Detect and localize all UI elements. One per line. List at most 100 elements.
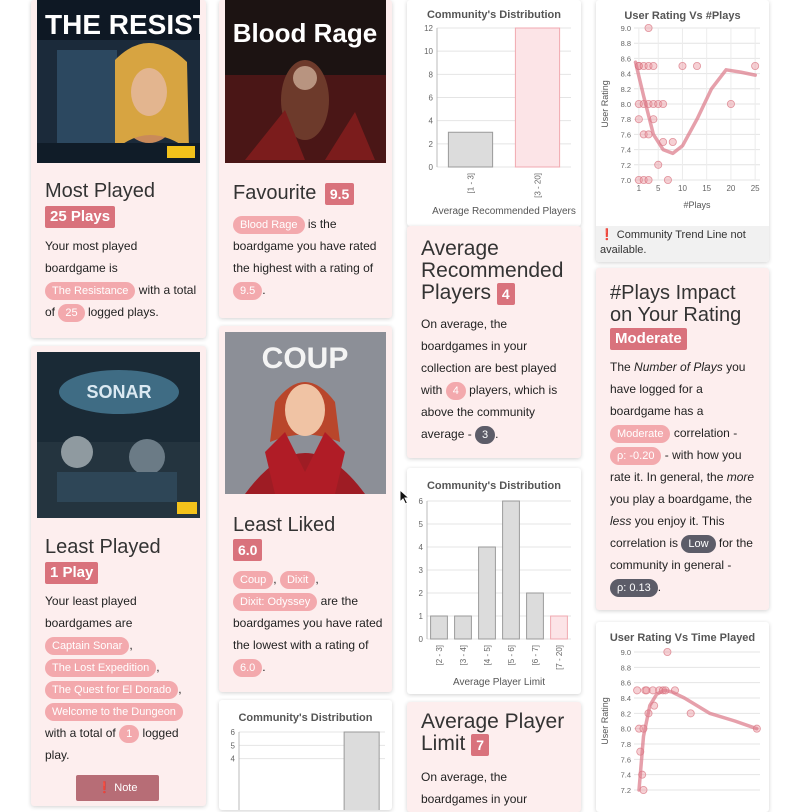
y-tick-label: 8.2 (621, 85, 631, 94)
y-tick-label: 8.6 (621, 679, 631, 688)
x-tick-label: [6 - 7] (531, 645, 540, 665)
average-player-limit-heading: Average Player Limit 7 (421, 710, 565, 756)
y-tick-label: 8.8 (621, 663, 631, 672)
captain-sonar-cover[interactable]: SONAR (37, 352, 200, 518)
y-tick-label: 9.0 (621, 24, 631, 33)
data-point (678, 62, 687, 71)
y-tick-label: 12 (424, 24, 433, 33)
community-average-pill: 3 (475, 426, 496, 444)
cover-title: COUP (262, 342, 349, 375)
rating-vs-time-card: User Rating Vs Time Played 7.2 7.4 7.6 7.8 8… (596, 622, 769, 812)
data-point (635, 724, 644, 733)
y-tick-label: 9.0 (621, 648, 631, 657)
community-distribution-chart-2: 0 1 2 3 4 5 6 [2 - 3] [3 - 4] [4 - 5] [5 - 6] [6 - … (419, 497, 571, 688)
game-pill[interactable]: Coup (233, 571, 274, 589)
game-pill[interactable]: Dixit (279, 571, 316, 589)
x-axis-label: Average Player Limit (453, 677, 545, 688)
chart-title: User Rating Vs Time Played (609, 632, 756, 644)
y-tick-label: 7.2 (621, 786, 631, 795)
y-tick-label: 3 (419, 566, 424, 575)
y-tick-label: 8.4 (621, 70, 631, 79)
x-tick-label: [1 - 3] (467, 173, 476, 193)
cover-title: Blood Rage (233, 18, 377, 48)
bar (550, 615, 568, 640)
game-pill[interactable]: Welcome to the Dungeon (45, 703, 183, 721)
coup-cover[interactable]: COUP (225, 332, 386, 494)
x-tick-label: 5 (656, 184, 661, 193)
data-point (663, 647, 672, 656)
bar (478, 546, 496, 640)
x-tick-label: 20 (726, 184, 735, 193)
most-played-heading: Most Played (45, 180, 156, 202)
least-played-badge: 1 Play (45, 562, 99, 584)
community-distribution-chart-3: 4 5 6 (231, 728, 385, 810)
rating-vs-time-chart: 7.2 7.4 7.6 7.8 8.0 8.2 8.4 8.6 8.8 9.0 User Ratin… (600, 647, 761, 795)
favourite-heading: Favourite (233, 182, 317, 204)
chart-title: Community's Distribution (426, 480, 561, 492)
exclamation-circle-icon: ❗ (600, 229, 614, 241)
x-tick-label: 25 (751, 184, 760, 193)
plays-impact-heading: #Plays Impact on Your Rating (610, 282, 742, 326)
trend-line (637, 688, 759, 792)
chart-title: Community's Distribution (426, 9, 561, 21)
least-played-heading: Least Played (45, 536, 161, 558)
coup-cover-art: COUP (225, 332, 386, 494)
x-tick-label: [3 - 20] (534, 173, 543, 198)
note-button[interactable]: ❗ Note (76, 775, 159, 801)
least-played-card: SONAR Least Played 1 Play Your least pla… (31, 346, 206, 806)
data-point (648, 686, 657, 695)
game-pill[interactable]: The Quest for El Dorado (45, 681, 179, 699)
chart-title: Community's Distribution (238, 712, 373, 724)
y-tick-label: 0 (419, 635, 424, 644)
rating-vs-plays-chart: 7.07.27.47.67.88.08.28.48.68.89.01 5 10 15 2… (600, 23, 760, 210)
game-pill[interactable]: The Resistance (45, 282, 136, 300)
data-point (654, 160, 663, 169)
chart-title: User Rating Vs #Plays (624, 10, 741, 22)
y-tick-label: 7.0 (621, 176, 631, 185)
data-point (663, 175, 672, 184)
y-tick-label: 5 (231, 741, 236, 750)
favourite-badge: 9.5 (324, 183, 355, 205)
y-tick-label: 8.4 (621, 694, 631, 703)
rating-vs-plays-card: User Rating Vs #Plays 7.0 7.2 7.4 7.6 7.8 8.0… (596, 0, 769, 262)
favourite-card: Blood Rage Favourite 9.5 Blood Rage is t… (219, 0, 392, 318)
y-tick-label: 2 (429, 140, 434, 149)
cursor-icon (399, 489, 411, 505)
average-player-limit-card: Average Player Limit 7 On average, the b… (407, 702, 581, 812)
game-pill[interactable]: Captain Sonar (45, 637, 130, 655)
least-liked-heading: Least Liked (233, 514, 336, 536)
least-liked-badge: 6.0 (233, 539, 263, 561)
count-pill: 25 (58, 304, 85, 322)
x-tick-label: [7 - 20] (555, 645, 564, 670)
y-tick-label: 6 (231, 728, 236, 737)
y-tick-label: 7.8 (621, 740, 631, 749)
y-axis-label: User Rating (600, 80, 610, 128)
y-tick-label: 4 (419, 543, 424, 552)
trend-line (633, 60, 757, 156)
x-tick-label: 15 (702, 184, 711, 193)
rho-pill: ρ: -0.20 (610, 447, 662, 465)
most-played-card: THE RESISTANCE Most Played 25 Plays Your… (31, 0, 206, 338)
y-tick-label: 6 (429, 94, 434, 103)
data-point (644, 175, 653, 184)
y-tick-label: 8.2 (621, 709, 631, 718)
game-pill[interactable]: Blood Rage (233, 216, 305, 234)
bar (526, 592, 544, 640)
game-pill[interactable]: The Lost Expedition (45, 659, 157, 677)
bar (514, 27, 561, 168)
most-played-badge: 25 Plays (45, 206, 116, 228)
data-point (659, 100, 668, 109)
x-tick-label: [3 - 4] (459, 645, 468, 665)
correlation-level-pill: Moderate (610, 425, 671, 443)
x-axis-label: #Plays (683, 200, 711, 210)
data-point (633, 686, 642, 695)
blood-rage-cover[interactable]: Blood Rage (225, 0, 386, 163)
y-tick-label: 8.8 (621, 39, 631, 48)
game-pill[interactable]: Dixit: Odyssey (233, 593, 318, 611)
data-point (726, 100, 735, 109)
x-tick-label: [4 - 5] (483, 645, 492, 665)
community-distribution-card-2: Community's Distribution 0 1 2 3 4 5 6 [2 - 3] [… (407, 468, 581, 694)
the-resistance-cover[interactable]: THE RESISTANCE (37, 0, 200, 163)
y-tick-label: 1 (419, 612, 424, 621)
x-axis-label: Average Recommended Players (432, 206, 576, 217)
